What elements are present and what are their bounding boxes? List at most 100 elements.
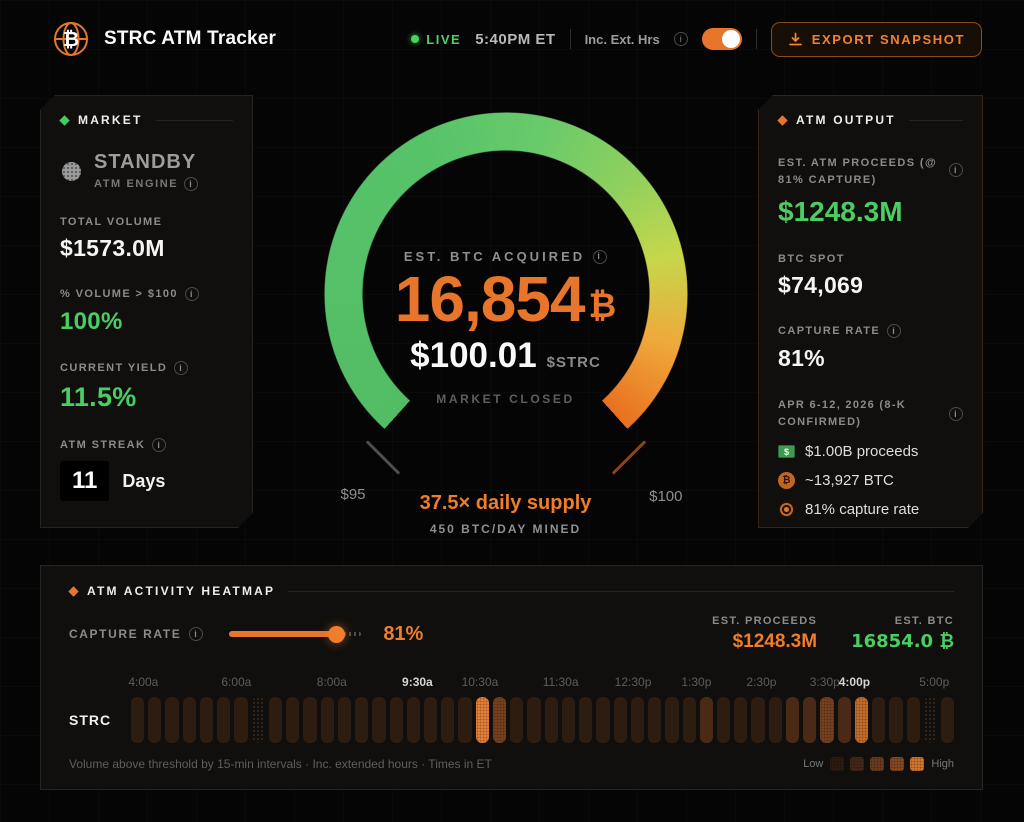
heatmap-cell[interactable]: [837, 697, 851, 743]
info-icon[interactable]: [949, 407, 963, 421]
gauge-max-label: $100: [649, 488, 683, 505]
time-label: 1:30p: [681, 675, 712, 689]
heatmap-cell[interactable]: [561, 697, 576, 743]
schedule-capture-text: 81% capture rate: [805, 501, 920, 519]
heatmap-cell[interactable]: [251, 697, 265, 743]
est-proceeds-value: $1248.3M: [778, 196, 903, 227]
time-label: 2:30p: [746, 675, 777, 689]
heatmap-cell[interactable]: [665, 697, 679, 743]
heatmap-cell[interactable]: [131, 697, 145, 743]
heatmap-cell[interactable]: [475, 697, 489, 743]
heatmap-cell[interactable]: [906, 697, 920, 743]
time-label: 4:00a: [128, 675, 159, 689]
schedule-btc-text: ~13,927 BTC: [805, 472, 894, 490]
heatmap-cell[interactable]: [320, 697, 334, 743]
heatmap-cell[interactable]: [337, 697, 352, 743]
heatmap-cell[interactable]: [648, 697, 662, 743]
heatmap-cell[interactable]: [389, 697, 403, 743]
info-icon[interactable]: [185, 287, 199, 301]
heatmap-cell[interactable]: [148, 697, 162, 743]
heatmap-cell[interactable]: [372, 697, 386, 743]
heatmap-legend: Low High: [803, 757, 954, 771]
heatmap-cell[interactable]: [492, 697, 507, 743]
time-label: 6:00a: [221, 675, 252, 689]
legend-swatch: [870, 757, 885, 771]
current-yield-value: 11.5%: [60, 382, 137, 412]
info-icon[interactable]: [184, 177, 198, 191]
btc-spot-stat: BTC SPOT $74,069: [778, 253, 963, 299]
time-label: 3:30p: [809, 675, 840, 689]
total-volume-label: TOTAL VOLUME: [60, 216, 163, 228]
heatmap-cell[interactable]: [268, 697, 283, 743]
total-volume-stat: TOTAL VOLUME $1573.0M: [60, 216, 233, 262]
engine-status: STANDBY ATM ENGINE: [62, 151, 233, 191]
heatmap-cell[interactable]: [199, 697, 214, 743]
heatmap-cell[interactable]: [596, 697, 610, 743]
heatmap-cell[interactable]: [579, 697, 593, 743]
heatmap-cell[interactable]: [630, 697, 645, 743]
schedule-row: ~13,927 BTC: [778, 472, 963, 489]
heatmap-cell[interactable]: [355, 697, 369, 743]
live-dot-icon: [411, 35, 420, 43]
heatmap-cell[interactable]: [682, 697, 696, 743]
atm-output-section-title: ATM OUTPUT: [796, 113, 896, 127]
heatmap-cell[interactable]: [699, 697, 713, 743]
heatmap-cell[interactable]: [820, 697, 834, 743]
heatmap-cell[interactable]: [234, 697, 248, 743]
heatmap-section-title: ATM ACTIVITY HEATMAP: [87, 584, 276, 598]
heatmap-cell[interactable]: [182, 697, 196, 743]
legend-swatch: [910, 757, 925, 771]
heatmap-cell[interactable]: [423, 697, 438, 743]
info-icon[interactable]: [174, 361, 188, 375]
heatmap-cell[interactable]: [613, 697, 627, 743]
heatmap-cell[interactable]: [510, 697, 524, 743]
export-snapshot-button[interactable]: EXPORT SNAPSHOT: [770, 21, 982, 57]
ext-hours-toggle[interactable]: [701, 28, 742, 50]
heatmap-cell[interactable]: [441, 697, 455, 743]
heatmap-cell[interactable]: [768, 697, 782, 743]
pct-volume-value: 100%: [60, 308, 123, 335]
heatmap-cell[interactable]: [406, 697, 420, 743]
heatmap-cell[interactable]: [527, 697, 541, 743]
heatmap-cell[interactable]: [286, 697, 300, 743]
heatmap-cell[interactable]: [854, 697, 869, 743]
legend-swatch: [850, 757, 865, 771]
heatmap-cell[interactable]: [217, 697, 231, 743]
est-proceeds-mini-value: $1248.3M: [732, 631, 818, 652]
current-yield-stat: CURRENT YIELD 11.5%: [60, 361, 233, 413]
info-icon[interactable]: [152, 438, 166, 452]
heatmap-cell[interactable]: [889, 697, 903, 743]
heatmap-cell[interactable]: [303, 697, 317, 743]
heatmap-cell[interactable]: [544, 697, 558, 743]
heatmap-cell[interactable]: [716, 697, 731, 743]
divider: [288, 590, 954, 592]
heatmap-cell[interactable]: [803, 697, 817, 743]
heatmap-cell[interactable]: [785, 697, 800, 743]
heatmap-cell[interactable]: [751, 697, 765, 743]
info-icon[interactable]: [593, 249, 608, 264]
heatmap-cell[interactable]: [165, 697, 179, 743]
info-icon[interactable]: [949, 163, 963, 177]
heatmap-cell[interactable]: [872, 697, 886, 743]
heatmap-cell[interactable]: [923, 697, 938, 743]
heatmap-cell[interactable]: [734, 697, 748, 743]
time-label: 4:00p: [838, 675, 871, 689]
slider-thumb[interactable]: [328, 626, 346, 643]
capture-rate-slider[interactable]: [229, 626, 362, 643]
btc-gauge: EST. BTC ACQUIRED 16,854 ₿ $100.01 $STRC…: [316, 112, 696, 536]
live-label: LIVE: [426, 31, 462, 47]
heatmap-panel: ATM ACTIVITY HEATMAP CAPTURE RATE 81% ES…: [40, 565, 983, 790]
gauge-min-label: $95: [340, 486, 366, 503]
info-icon[interactable]: [189, 627, 204, 641]
info-icon[interactable]: [673, 32, 688, 46]
info-icon[interactable]: [887, 324, 901, 338]
btc-acquired-value: 16,854: [394, 263, 586, 335]
btc-icon: [778, 472, 795, 489]
heatmap-cell[interactable]: [458, 697, 472, 743]
btc-spot-value: $74,069: [778, 272, 864, 298]
live-indicator: LIVE: [411, 32, 461, 47]
header: ₿ STRC ATM Tracker LIVE 5:40PM ET Inc. E…: [0, 0, 1024, 72]
est-proceeds-mini-stat: EST. PROCEEDS $1248.3M: [712, 615, 817, 653]
heatmap-cell[interactable]: [941, 697, 955, 743]
capture-rate-value: 81%: [778, 345, 825, 371]
